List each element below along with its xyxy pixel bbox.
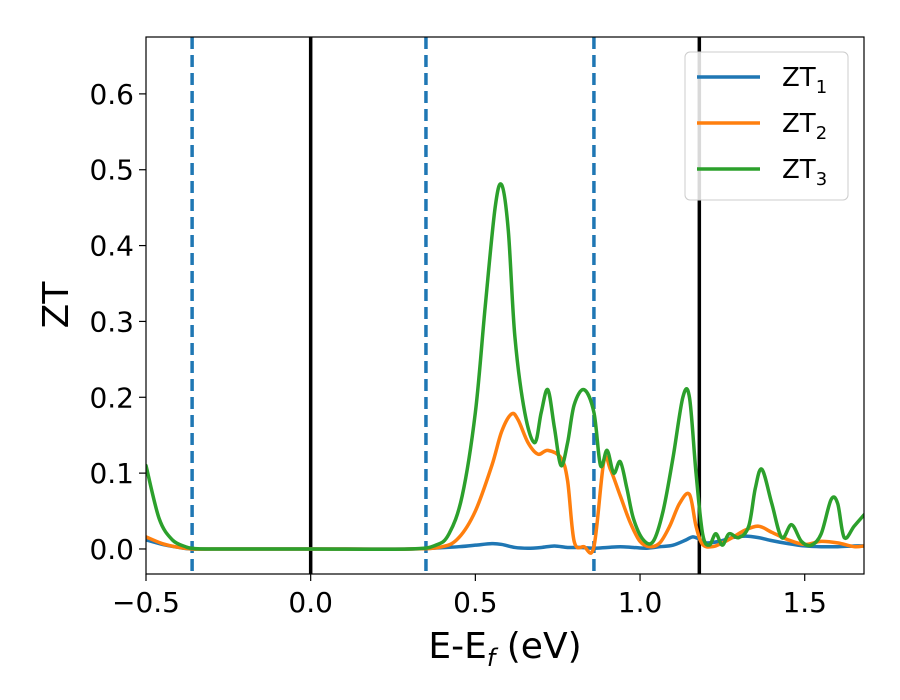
legend-label-zt1: ZT1 <box>782 63 827 98</box>
y-tick-label: 0.5 <box>89 154 134 187</box>
x-axis-label: E-Ef (eV) <box>428 626 581 672</box>
x-axis-label-unit: (eV) <box>495 626 581 667</box>
legend-label-zt3: ZT3 <box>782 155 827 190</box>
series-lines <box>146 182 864 555</box>
x-tick-label: 0.5 <box>453 586 498 619</box>
legend-label-subscript: 2 <box>816 123 827 144</box>
x-axis-label-main: E-E <box>428 626 486 667</box>
series-line-zt3 <box>146 182 864 551</box>
vertical-reference-lines <box>190 37 702 574</box>
legend-label-subscript: 1 <box>816 77 827 98</box>
y-tick-label: 0.4 <box>89 230 134 263</box>
legend-label-subscript: 3 <box>816 169 827 190</box>
y-tick-label: 0.0 <box>89 533 134 566</box>
y-axis-ticks: 0.0 0.1 0.2 0.3 0.4 0.5 0.6 <box>89 78 146 566</box>
plot-frame <box>145 36 865 575</box>
y-tick-label: 0.2 <box>89 381 134 414</box>
y-tick-label: 0.6 <box>89 78 134 111</box>
series-line-zt1 <box>146 534 864 551</box>
legend-frame <box>684 51 849 201</box>
y-tick-label: 0.1 <box>89 457 134 490</box>
legend-label-main: ZT <box>782 63 816 93</box>
y-tick-label: 0.3 <box>89 305 134 338</box>
legend-label-zt2: ZT2 <box>782 109 827 144</box>
y-axis-label: ZT <box>36 281 77 329</box>
legend-label-main: ZT <box>782 109 816 139</box>
x-tick-label: 1.5 <box>782 586 827 619</box>
x-tick-label: 0.0 <box>288 586 333 619</box>
x-tick-label: 1.0 <box>618 586 663 619</box>
x-tick-label: −0.5 <box>112 586 180 619</box>
x-axis-ticks: −0.5 0.0 0.5 1.0 1.5 <box>112 574 827 619</box>
legend-label-main: ZT <box>782 155 816 185</box>
